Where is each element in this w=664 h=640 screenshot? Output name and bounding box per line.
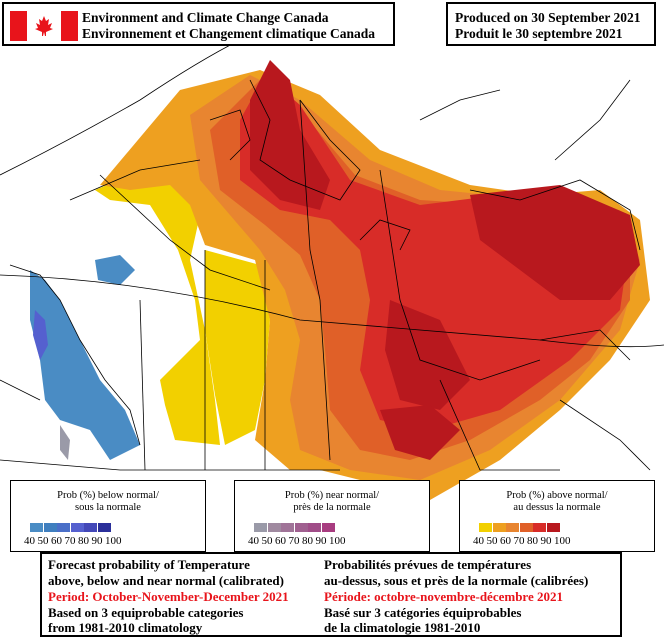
legend-near-tick: 50 xyxy=(261,535,273,547)
legend-near-swatches xyxy=(254,523,335,532)
legend-near-swatch xyxy=(281,523,294,532)
legend-above-tick: 80 xyxy=(527,535,538,547)
legend-above-swatches xyxy=(479,523,560,532)
legend-above-swatch xyxy=(506,523,519,532)
legend-near-swatch xyxy=(321,523,335,532)
legend-above-tick: 60 xyxy=(500,535,511,547)
legend-above-swatch xyxy=(533,523,546,532)
legend-near-swatch xyxy=(254,523,267,532)
legend-above-ticks: 40 50 60 70 80 90 100 xyxy=(473,535,571,547)
legend-near-tick: 70 xyxy=(288,535,300,547)
footer-en-line5: from 1981-2010 climatology xyxy=(48,620,203,635)
legend-near-title-en: Prob (%) near normal/ xyxy=(284,490,380,501)
legend-above-swatch xyxy=(546,523,560,532)
footer-fr-period: Période: octobre-novembre-décembre 2021 xyxy=(324,589,563,604)
legend-above-title-en: Prob (%) above normal/ xyxy=(506,490,608,501)
legend-near-tick: 80 xyxy=(302,535,313,547)
legend-above-normal: Prob (%) above normal/ au dessus la norm… xyxy=(459,480,655,552)
legend-near-ticks: 40 50 60 70 80 90 100 xyxy=(248,535,346,547)
agency-name-fr: Environnement et Changement climatique C… xyxy=(82,26,376,41)
footer-en-period: Period: October-November-December 2021 xyxy=(48,589,289,604)
legend-near-tick: 60 xyxy=(275,535,286,547)
legend-above-tick: 70 xyxy=(513,535,525,547)
footer-fr-line4: Basé sur 3 catégories équiprobables xyxy=(324,605,522,620)
legend-below-swatch xyxy=(30,523,43,532)
legend-above-title-fr: au dessus la normale xyxy=(513,502,601,513)
footer-en-line2: above, below and near normal (calibrated… xyxy=(48,573,284,588)
legend-below-tick: 70 xyxy=(64,535,76,547)
footer-fr-line1: Probabilités prévues de températures xyxy=(324,557,532,572)
legend-near-swatch xyxy=(308,523,321,532)
legend-near-normal: Prob (%) near normal/ près de la normale… xyxy=(234,480,430,552)
legend-above-tick: 100 xyxy=(554,535,571,547)
legend-below-normal: Prob (%) below normal/ sous la normale 4… xyxy=(10,480,206,552)
legend-below-tick: 40 xyxy=(24,535,35,547)
legend-above-tick: 50 xyxy=(486,535,498,547)
footer-en-line4: Based on 3 equiprobable categories xyxy=(48,605,244,620)
canada-flag-icon xyxy=(10,11,78,41)
legend-below-title-fr: sous la normale xyxy=(75,502,141,513)
produced-date-fr: Produit le 30 septembre 2021 xyxy=(455,26,623,41)
legend-below-tick: 50 xyxy=(37,535,49,547)
forecast-description: Forecast probability of Temperature abov… xyxy=(40,552,622,637)
footer-fr-line5: de la climatologie 1981-2010 xyxy=(324,620,481,635)
legend-below-tick: 80 xyxy=(78,535,89,547)
legend-near-swatch xyxy=(267,523,281,532)
legend-below-swatches xyxy=(30,523,111,532)
legend-below-swatch xyxy=(70,523,84,532)
legend-below-tick: 90 xyxy=(91,535,103,547)
agency-name-en: Environment and Climate Change Canada xyxy=(82,10,329,25)
legend-near-swatch xyxy=(294,523,308,532)
legend-near-tick: 100 xyxy=(329,535,346,547)
produced-date-en: Produced on 30 September 2021 xyxy=(455,10,641,25)
probability-shading xyxy=(30,60,650,500)
footer-fr-line2: au-dessus, sous et près de la normale (c… xyxy=(324,573,589,588)
legend-below-tick: 60 xyxy=(51,535,62,547)
produced-date-box: Produced on 30 September 2021 Produit le… xyxy=(446,2,656,46)
legend-below-swatch xyxy=(57,523,70,532)
legend-above-tick: 90 xyxy=(540,535,552,547)
map-boundaries xyxy=(0,39,664,471)
legend-near-title-fr: près de la normale xyxy=(293,502,371,513)
legend-below-ticks: 40 50 60 70 80 90 100 xyxy=(24,535,122,547)
footer-en-line1: Forecast probability of Temperature xyxy=(48,557,250,572)
legend-below-swatch xyxy=(97,523,111,532)
legend-below-swatch xyxy=(43,523,57,532)
legend-above-tick: 40 xyxy=(473,535,484,547)
legend-near-tick: 90 xyxy=(315,535,327,547)
legend-above-swatch xyxy=(479,523,492,532)
agency-header: Environment and Climate Change Canada En… xyxy=(2,2,395,46)
legend-below-swatch xyxy=(84,523,97,532)
legend-above-swatch xyxy=(519,523,533,532)
legend-above-swatch xyxy=(492,523,506,532)
legend-below-title-en: Prob (%) below normal/ xyxy=(57,490,159,501)
legend-below-tick: 100 xyxy=(105,535,122,547)
legend-near-tick: 40 xyxy=(248,535,259,547)
